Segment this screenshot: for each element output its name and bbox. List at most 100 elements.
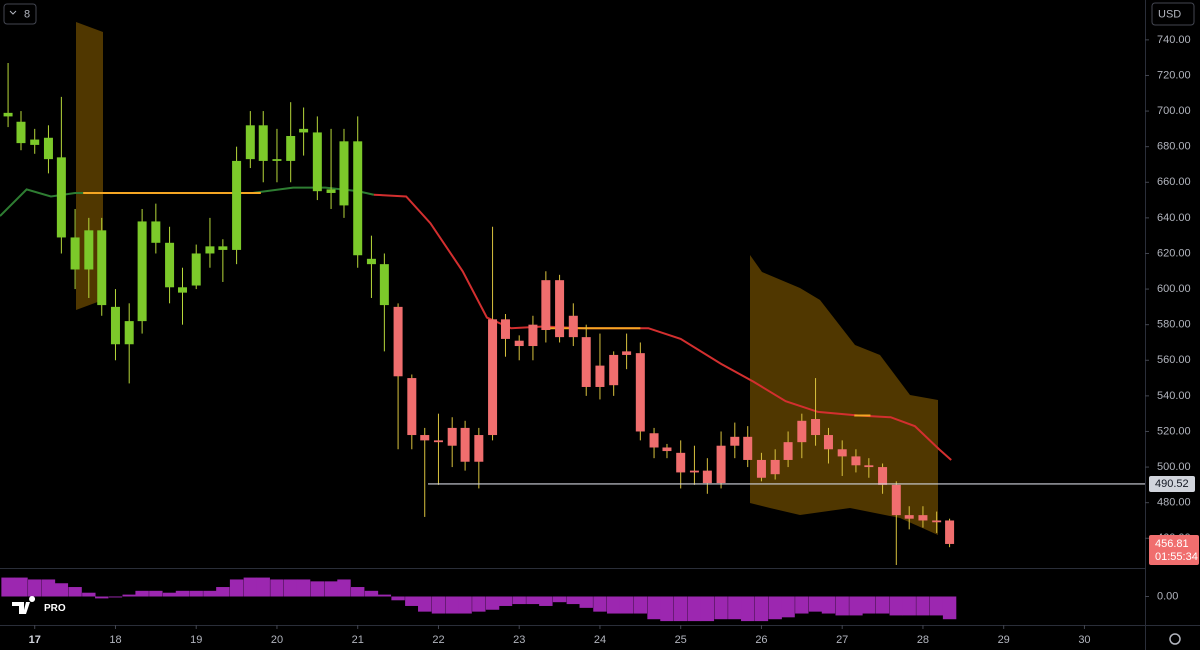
osc-bar: [808, 596, 823, 612]
osc-bar: [700, 596, 715, 622]
x-tick-label: 20: [271, 634, 283, 646]
candle-body: [353, 141, 363, 256]
candle-body: [272, 159, 282, 161]
interval-button[interactable]: [3, 3, 37, 25]
last-price-label: 456.81: [1155, 538, 1189, 550]
candle-body: [474, 435, 484, 462]
last-price-tag: [1149, 534, 1199, 565]
logo-mark: [12, 596, 36, 614]
y-tick-label: 600.00: [1157, 283, 1191, 295]
candle-body: [339, 141, 349, 206]
x-tick-label: 27: [836, 634, 848, 646]
candle-body: [3, 112, 13, 117]
osc-bar: [283, 579, 298, 597]
candle-body: [716, 445, 726, 484]
candle-body: [609, 354, 619, 386]
candle-body: [635, 353, 645, 432]
x-tick-label: 28: [917, 634, 929, 646]
osc-bar: [512, 596, 526, 605]
osc-bar: [189, 590, 203, 597]
osc-bar: [431, 596, 446, 614]
candle-body: [286, 135, 296, 161]
x-tick-label: 21: [352, 634, 364, 646]
osc-bar: [108, 596, 123, 598]
osc-bar: [552, 596, 567, 603]
osc-bar: [929, 596, 944, 616]
y-tick-label: 480.00: [1157, 497, 1191, 509]
osc-bar: [498, 596, 513, 606]
candle-body: [837, 449, 847, 457]
x-tick-label: 24: [594, 634, 606, 646]
y-tick-label: 640.00: [1157, 212, 1191, 224]
candle-body: [97, 230, 107, 306]
candle-body: [420, 435, 430, 441]
settings-icon[interactable]: [1169, 633, 1181, 645]
osc-bar: [875, 596, 890, 614]
osc-bar: [229, 579, 244, 597]
candle-body: [811, 419, 821, 436]
osc-bar: [296, 579, 311, 597]
candle-body: [823, 435, 833, 450]
osc-bar: [674, 596, 688, 622]
candle-body: [568, 315, 578, 338]
logo-text: PRO: [44, 603, 66, 614]
osc-bar: [351, 587, 365, 597]
osc-bar: [377, 594, 392, 597]
osc-bar: [835, 596, 849, 616]
candle-body: [124, 321, 134, 345]
osc-bar: [175, 590, 190, 597]
candle-body: [662, 447, 672, 452]
candle-body: [864, 465, 874, 468]
candle-body: [433, 440, 443, 443]
osc-bar: [593, 596, 607, 612]
candle-body: [137, 221, 147, 322]
osc-bar: [68, 587, 82, 597]
osc-bar: [149, 590, 163, 597]
candle-body: [312, 132, 322, 192]
osc-bar: [203, 590, 217, 597]
osc-bar: [122, 594, 136, 597]
osc-bar: [405, 596, 419, 606]
candle-body: [16, 121, 26, 144]
osc-bar: [324, 581, 338, 597]
indicator-line: [373, 193, 952, 461]
osc-bar: [472, 596, 486, 612]
osc-bar: [619, 596, 634, 614]
osc-bar: [41, 579, 56, 597]
osc-bar: [337, 579, 351, 597]
osc-bar: [754, 596, 769, 622]
x-tick-label: 29: [998, 634, 1010, 646]
candle-body: [783, 442, 793, 460]
interval: 8: [24, 8, 30, 20]
candle-body: [770, 459, 780, 475]
candle-body: [191, 253, 201, 286]
candle-body: [460, 427, 470, 462]
candle-body: [528, 324, 538, 347]
currency: USD: [1158, 8, 1181, 20]
osc-bar: [216, 587, 230, 597]
chevron: [9, 10, 17, 15]
candle-body: [649, 433, 659, 448]
candle-body: [797, 420, 807, 443]
currency-button[interactable]: [1151, 2, 1195, 26]
y-tick-label: 700.00: [1157, 105, 1191, 117]
candle-body: [514, 340, 524, 347]
x-tick-label: 22: [432, 634, 444, 646]
candle-body: [595, 365, 605, 387]
osc-bar: [741, 596, 755, 622]
osc-bar: [916, 596, 930, 616]
y-tick-label: 620.00: [1157, 247, 1191, 259]
y-tick-label: 580.00: [1157, 319, 1191, 331]
candle-body: [43, 137, 53, 160]
candle-body: [110, 306, 120, 345]
y-tick-label: 540.00: [1157, 390, 1191, 402]
osc-bar: [364, 590, 379, 597]
candle-body: [245, 125, 255, 160]
candle-body: [622, 351, 632, 355]
candle-body: [555, 280, 565, 338]
osc-bar: [660, 596, 674, 622]
candle-body: [326, 189, 336, 193]
candle-body: [743, 436, 753, 460]
osc-bar: [95, 596, 109, 599]
